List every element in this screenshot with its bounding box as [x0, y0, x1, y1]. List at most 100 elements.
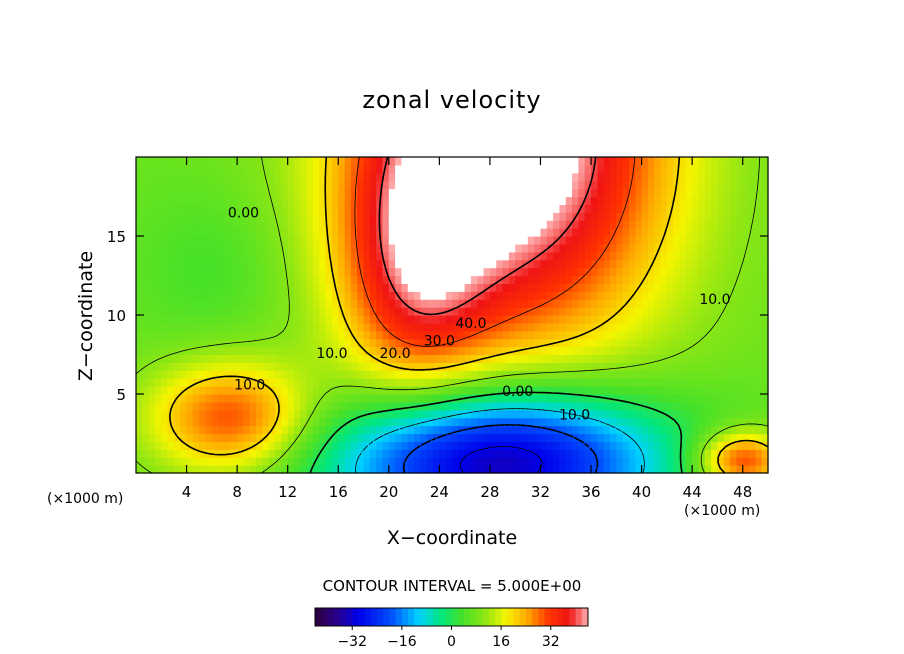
field-cell — [136, 204, 143, 213]
field-cell — [622, 204, 630, 213]
field-cell — [237, 283, 245, 292]
field-cell — [249, 362, 257, 371]
field-cell — [350, 378, 358, 387]
field-cell — [186, 267, 194, 277]
field-cell — [584, 394, 592, 403]
field-cell — [565, 220, 573, 229]
field-cell — [167, 433, 175, 442]
field-cell — [622, 315, 630, 324]
field-cell — [281, 164, 289, 174]
field-cell — [527, 409, 535, 419]
field-cell — [578, 315, 586, 324]
field-cell — [230, 157, 238, 166]
field-cell — [635, 291, 643, 300]
field-cell — [180, 425, 188, 435]
field-cell — [654, 188, 662, 198]
field-cell — [319, 401, 327, 411]
field-cell — [578, 433, 586, 442]
field-cell — [433, 322, 440, 332]
field-cell — [452, 157, 459, 166]
field-cell — [666, 449, 674, 458]
field-cell — [742, 441, 750, 450]
field-cell — [148, 457, 156, 466]
field-cell — [338, 291, 346, 300]
field-cell — [540, 354, 548, 363]
field-cell — [496, 346, 504, 356]
field-cell — [369, 338, 377, 348]
field-cell — [692, 204, 700, 213]
colorbar-segment — [538, 608, 546, 626]
field-cell — [610, 299, 617, 308]
field-cell — [287, 259, 295, 269]
field-cell — [136, 236, 143, 245]
field-cell — [230, 291, 238, 300]
field-cell — [660, 251, 668, 261]
field-cell — [584, 330, 592, 340]
field-cell — [249, 370, 257, 379]
field-cell — [508, 449, 516, 458]
field-cell — [736, 275, 744, 284]
field-cell — [546, 386, 554, 395]
chart-title: zonal velocity — [362, 86, 542, 114]
field-cell — [553, 267, 561, 277]
field-cell — [407, 243, 415, 253]
field-cell — [281, 299, 289, 308]
field-cell — [414, 346, 421, 356]
field-cell — [382, 164, 390, 174]
field-cell — [628, 236, 636, 245]
field-cell — [540, 425, 548, 435]
field-cell — [673, 457, 681, 466]
field-cell — [338, 354, 346, 363]
field-cell — [180, 322, 188, 332]
field-cell — [717, 354, 725, 363]
field-cell — [508, 228, 516, 237]
field-cell — [205, 433, 213, 442]
field-cell — [173, 315, 181, 324]
field-cell — [521, 251, 529, 261]
field-cell — [685, 172, 693, 182]
field-cell — [477, 243, 485, 253]
field-cell — [300, 378, 308, 387]
field-cell — [319, 164, 327, 174]
field-cell — [622, 275, 630, 284]
field-cell — [369, 330, 377, 340]
field-cell — [483, 228, 491, 237]
field-cell — [281, 275, 289, 284]
field-cell — [376, 378, 384, 387]
field-cell — [553, 425, 561, 435]
field-cell — [565, 236, 573, 245]
field-cell — [211, 409, 219, 419]
field-cell — [218, 157, 226, 166]
field-cell — [287, 457, 295, 466]
field-cell — [350, 441, 358, 450]
field-cell — [553, 362, 561, 371]
field-cell — [148, 322, 156, 332]
field-cell — [344, 330, 352, 340]
field-cell — [477, 172, 485, 182]
field-cell — [610, 307, 617, 316]
field-cell — [616, 212, 624, 221]
field-cell — [275, 196, 282, 205]
field-cell — [199, 354, 207, 363]
field-cell — [401, 346, 409, 356]
field-cell — [445, 346, 453, 356]
field-cell — [224, 299, 232, 308]
field-cell — [603, 338, 611, 348]
field-cell — [641, 354, 649, 363]
field-cell — [761, 188, 769, 198]
field-cell — [154, 228, 162, 237]
field-cell — [647, 315, 655, 324]
field-cell — [572, 401, 579, 411]
field-cell — [376, 188, 384, 198]
field-cell — [173, 354, 181, 363]
field-cell — [325, 441, 333, 450]
field-cell — [515, 425, 523, 435]
field-cell — [382, 180, 390, 190]
field-cell — [382, 220, 390, 229]
field-cell — [350, 180, 358, 190]
field-cell — [502, 299, 510, 308]
colorbar-tick-label: −32 — [337, 634, 367, 650]
field-cell — [610, 409, 617, 419]
field-cell — [723, 457, 731, 466]
field-cell — [603, 346, 611, 356]
